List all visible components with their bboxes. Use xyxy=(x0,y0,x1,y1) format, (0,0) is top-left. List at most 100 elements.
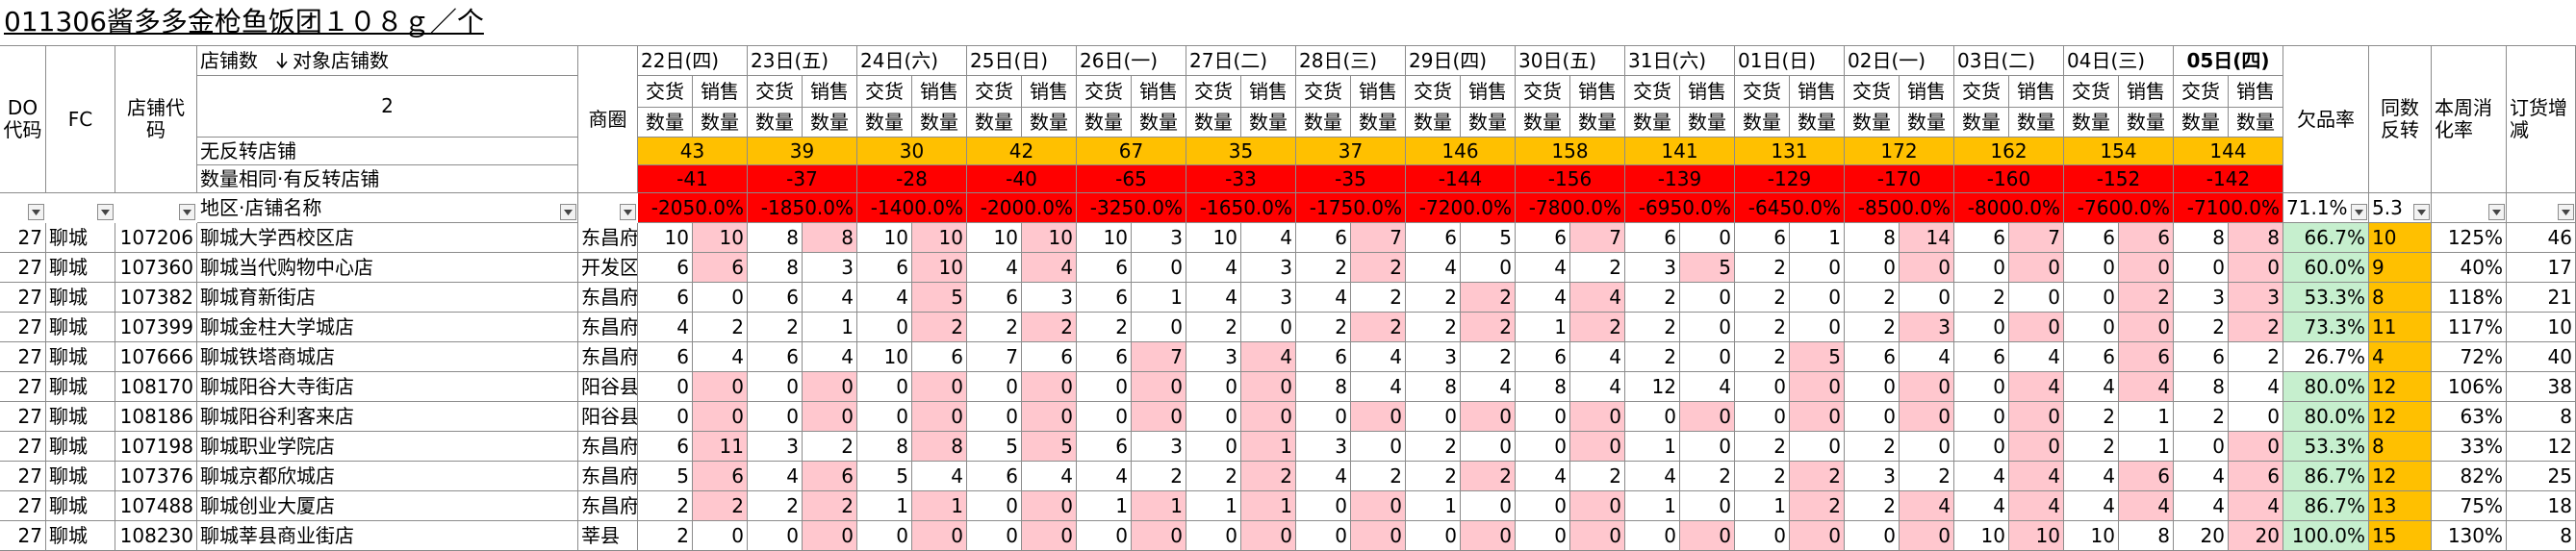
delivery-qty: 2 xyxy=(2064,402,2119,432)
sales-qty: 2 xyxy=(2229,313,2283,342)
sales-qty: 0 xyxy=(912,372,967,402)
weekly-digest: 40% xyxy=(2432,253,2507,283)
sales-qty: 0 xyxy=(693,372,748,402)
quantity-label: 数量 xyxy=(1296,108,1351,138)
delivery-qty: 0 xyxy=(2064,253,2119,283)
order-change: 8 xyxy=(2507,521,2576,551)
delivery-qty: 10 xyxy=(1077,223,1132,253)
sales-qty: 4 xyxy=(2009,342,2064,372)
delivery-qty: 8 xyxy=(1516,372,1570,402)
delivery-qty: 6 xyxy=(1406,223,1461,253)
delivery-qty: 6 xyxy=(1077,342,1132,372)
sales-qty: 2 xyxy=(1241,462,1296,491)
delivery-qty: 0 xyxy=(1186,402,1241,432)
sales-label: 销售 xyxy=(803,76,857,108)
filter-button[interactable] xyxy=(97,204,114,220)
delivery-qty: 4 xyxy=(1516,462,1570,491)
delivery-label: 交货 xyxy=(638,76,693,108)
sales-qty: 2 xyxy=(2229,342,2283,372)
header-shortage-rate: 欠品率 xyxy=(2283,46,2369,193)
sales-qty: 0 xyxy=(1790,372,1845,402)
delivery-qty: 10 xyxy=(1954,521,2009,551)
sales-qty: 20 xyxy=(2229,521,2283,551)
store-name: 聊城当代购物中心店 xyxy=(197,253,578,283)
delivery-qty: 6 xyxy=(2064,223,2119,253)
sales-qty: 0 xyxy=(2229,402,2283,432)
delivery-qty: 6 xyxy=(2174,342,2229,372)
delivery-label: 交货 xyxy=(1845,76,1900,108)
store-name: 聊城金柱大学城店 xyxy=(197,313,578,342)
delivery-qty: 6 xyxy=(1296,223,1351,253)
store-name: 聊城莘县商业街店 xyxy=(197,521,578,551)
day-date: 28日(三) xyxy=(1296,46,1406,76)
no-reversal-label: 无反转店铺 xyxy=(197,138,578,165)
filter-button[interactable] xyxy=(2488,204,2505,220)
sales-qty: 2 xyxy=(1351,462,1406,491)
no-reversal-count: 154 xyxy=(2064,138,2174,165)
sales-qty: 0 xyxy=(1900,253,1954,283)
filter-button[interactable] xyxy=(560,204,576,220)
fc: 聊城 xyxy=(46,223,115,253)
store-name: 聊城创业大厦店 xyxy=(197,491,578,521)
same-reversal: 4 xyxy=(2369,342,2432,372)
filter-button[interactable] xyxy=(179,204,195,220)
trade-area: 东昌府 xyxy=(578,491,638,521)
delivery-qty: 4 xyxy=(1516,283,1570,313)
delivery-qty: 0 xyxy=(1954,402,2009,432)
reversal-ratio: -3250.0% xyxy=(1077,193,1186,223)
filter-button[interactable] xyxy=(2413,204,2430,220)
day-date: 03日(二) xyxy=(1954,46,2064,76)
day-date: 26日(一) xyxy=(1077,46,1186,76)
no-reversal-count: 43 xyxy=(638,138,748,165)
no-reversal-count: 144 xyxy=(2174,138,2283,165)
same-reversal-count: -41 xyxy=(638,165,748,193)
sales-qty: 2 xyxy=(1022,313,1077,342)
sales-qty: 0 xyxy=(1461,491,1516,521)
same-reversal: 15 xyxy=(2369,521,2432,551)
store-name: 聊城育新街店 xyxy=(197,283,578,313)
delivery-qty: 4 xyxy=(1625,462,1680,491)
trade-area: 东昌府 xyxy=(578,342,638,372)
order-change: 21 xyxy=(2507,283,2576,313)
quantity-label: 数量 xyxy=(1790,108,1845,138)
shortage-rate: 100.0% xyxy=(2283,521,2369,551)
sales-qty: 0 xyxy=(1351,521,1406,551)
dropdown-caret xyxy=(2355,209,2363,215)
delivery-qty: 2 xyxy=(1735,432,1790,462)
sales-qty: 0 xyxy=(1680,521,1735,551)
no-reversal-count: 158 xyxy=(1516,138,1625,165)
same-reversal-avg: 5.3 xyxy=(2369,193,2432,223)
delivery-qty: 4 xyxy=(1296,462,1351,491)
sales-label: 销售 xyxy=(1351,76,1406,108)
sales-qty: 5 xyxy=(912,283,967,313)
sales-qty: 1 xyxy=(1241,432,1296,462)
sales-qty: 4 xyxy=(693,342,748,372)
sales-qty: 0 xyxy=(2229,253,2283,283)
filter-button[interactable] xyxy=(620,204,636,220)
delivery-qty: 0 xyxy=(1186,432,1241,462)
filter-button[interactable] xyxy=(2351,204,2367,220)
quantity-label: 数量 xyxy=(1680,108,1735,138)
day-date: 04日(三) xyxy=(2064,46,2174,76)
sales-label: 销售 xyxy=(2009,76,2064,108)
filter-button[interactable] xyxy=(2558,204,2574,220)
sales-qty: 4 xyxy=(1241,223,1296,253)
filter-button[interactable] xyxy=(28,204,44,220)
delivery-qty: 4 xyxy=(2064,462,2119,491)
delivery-qty: 6 xyxy=(967,462,1022,491)
delivery-qty: 0 xyxy=(1625,521,1680,551)
no-reversal-count: 42 xyxy=(967,138,1077,165)
sales-qty: 10 xyxy=(912,253,967,283)
delivery-qty: 0 xyxy=(857,521,912,551)
sales-qty: 4 xyxy=(803,283,857,313)
delivery-qty: 4 xyxy=(748,462,803,491)
dropdown-caret xyxy=(2562,209,2570,215)
sales-qty: 4 xyxy=(1022,253,1077,283)
sales-qty: 2 xyxy=(693,491,748,521)
delivery-label: 交货 xyxy=(1296,76,1351,108)
order-change: 17 xyxy=(2507,253,2576,283)
sales-label: 销售 xyxy=(1570,76,1625,108)
sales-qty: 14 xyxy=(1900,223,1954,253)
sales-qty: 4 xyxy=(2119,372,2174,402)
sales-qty: 0 xyxy=(1900,432,1954,462)
